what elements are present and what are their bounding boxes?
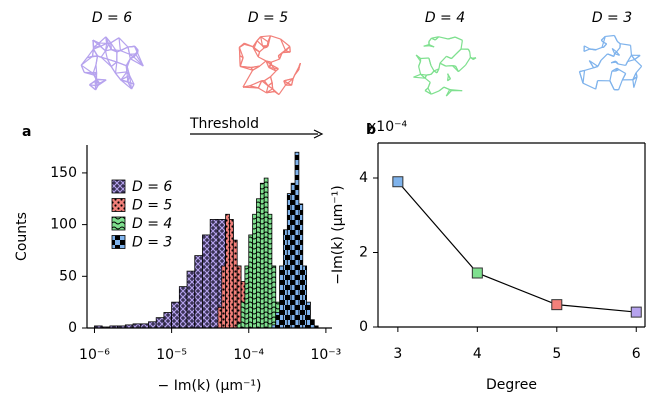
histogram-bar: [210, 219, 218, 328]
histogram-bar: [280, 266, 284, 328]
histogram-bar: [237, 266, 241, 328]
histogram-bar: [245, 266, 249, 328]
histogram-bar: [222, 266, 226, 328]
histogram-bar: [249, 235, 253, 328]
histogram-bar: [164, 312, 172, 328]
x-tick-label: 10⁻⁴: [233, 347, 264, 363]
histogram-bar: [202, 235, 210, 328]
annotation: Threshold: [189, 116, 259, 132]
legend-swatch: [112, 199, 125, 212]
network-icon: [413, 37, 476, 96]
histogram-bar: [264, 178, 268, 328]
y-tick-label: 150: [50, 165, 77, 181]
histogram-bar: [226, 214, 230, 328]
histogram-bar: [141, 324, 149, 328]
histogram-bar: [256, 199, 260, 328]
y-tick-label: 50: [59, 268, 77, 284]
histogram-bar: [283, 230, 287, 328]
y-tick-label: 0: [68, 320, 77, 336]
network-icon: [239, 36, 300, 95]
histogram-bar: [237, 323, 241, 328]
histogram-bar: [148, 322, 156, 328]
histogram-bar: [299, 204, 303, 328]
y-axis-label: −Im(k) (μm⁻¹): [330, 185, 346, 284]
histogram-bar: [156, 318, 164, 328]
x-tick-label: 6: [632, 346, 641, 362]
y-tick-label: 100: [50, 217, 77, 233]
y-tick-label: 2: [359, 245, 368, 261]
histogram-bar: [260, 183, 264, 328]
y-multiplier: x10⁻⁴: [368, 119, 407, 135]
legend-label: D = 3: [132, 235, 172, 251]
legend-label: D = 6: [132, 179, 172, 195]
network-label: D = 6: [92, 10, 132, 26]
histogram-bar: [268, 214, 272, 328]
histogram-bar: [276, 312, 280, 328]
histogram-bar: [187, 271, 195, 328]
x-tick-label: 3: [393, 346, 402, 362]
histogram-bar: [253, 214, 257, 328]
legend-label: D = 4: [132, 216, 172, 232]
x-tick-label: 5: [552, 346, 561, 362]
y-tick-label: 4: [359, 170, 368, 186]
x-tick-label: 10⁻⁵: [156, 347, 187, 363]
histogram-bar: [229, 219, 233, 328]
histogram-bar: [133, 324, 141, 328]
histogram-bar: [218, 307, 222, 328]
x-axis-label: Degree: [486, 377, 537, 393]
histogram-bar: [291, 183, 295, 328]
data-point: [552, 300, 562, 310]
histogram-bar: [195, 256, 203, 328]
histogram-bar: [233, 240, 237, 328]
histogram-bar: [307, 302, 311, 328]
data-point: [393, 177, 403, 187]
data-point: [472, 268, 482, 278]
data-point: [631, 307, 641, 317]
x-tick-label: 4: [473, 346, 482, 362]
x-axis-label: − Im(k) (μm⁻¹): [158, 378, 262, 394]
x-tick-label: 10⁻⁶: [79, 347, 110, 363]
histogram-bar: [310, 320, 314, 328]
legend-swatch: [112, 236, 125, 249]
y-tick-label: 0: [359, 319, 368, 335]
network-icon: [579, 36, 641, 90]
histogram-bar: [303, 266, 307, 328]
legend-swatch: [112, 180, 125, 193]
histogram-bar: [241, 302, 245, 328]
histogram-bar: [272, 266, 276, 328]
histogram-bar: [172, 302, 180, 328]
histogram-bar: [295, 152, 299, 328]
data-line: [398, 182, 636, 312]
panel-label: a: [22, 124, 31, 140]
network-label: D = 3: [592, 10, 632, 26]
network-label: D = 5: [248, 10, 288, 26]
network-icon: [81, 37, 143, 90]
histogram-bar: [179, 287, 187, 328]
legend-label: D = 5: [132, 198, 172, 214]
network-label: D = 4: [425, 10, 465, 26]
histogram-bar: [287, 194, 291, 328]
y-axis-label: Counts: [14, 212, 30, 261]
x-tick-label: 10⁻³: [310, 347, 341, 363]
legend-swatch: [112, 217, 125, 230]
